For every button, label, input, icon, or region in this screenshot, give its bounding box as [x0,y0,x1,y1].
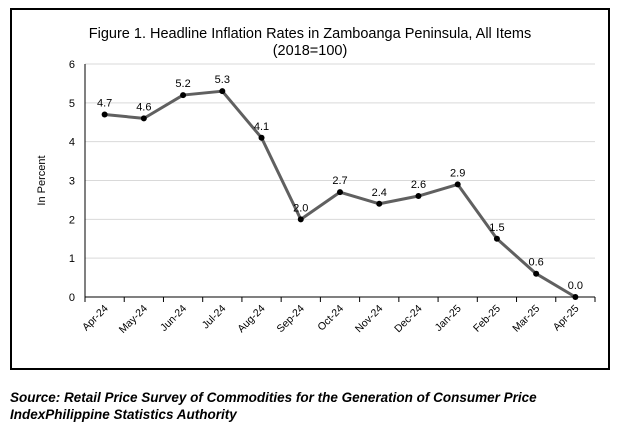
y-tick-label: 1 [69,253,75,265]
y-tick-label: 3 [69,176,75,188]
data-point [533,270,540,277]
data-point [258,134,265,141]
data-label: 0.6 [529,257,544,269]
data-label: 4.1 [254,121,269,133]
data-label: 2.7 [332,175,347,187]
data-point [415,193,422,200]
data-label: 4.6 [136,101,151,113]
y-tick-label: 0 [69,292,75,304]
x-tick-label: Jan-25 [433,303,464,334]
data-label: 0.0 [568,280,583,292]
data-point [337,189,343,196]
x-tick-label: Oct-24 [315,303,346,334]
data-point [454,181,461,188]
chart-title: Figure 1. Headline Inflation Rates in Za… [88,26,532,42]
x-tick-label: Aug-24 [235,303,268,336]
data-label: 2.4 [372,187,387,199]
data-point [219,88,226,95]
y-tick-label: 6 [69,59,75,71]
y-tick-label: 2 [69,214,75,226]
x-tick-label: May-24 [117,303,150,336]
data-label: 1.5 [489,222,504,234]
x-tick-label: Apr-24 [80,303,111,334]
x-tick-label: Mar-25 [510,303,542,335]
y-axis-title: In Percent [36,155,48,205]
data-point [180,92,187,99]
source-note-line-1: Source: Retail Price Survey of Commoditi… [10,390,537,405]
data-label: 5.2 [175,78,190,90]
data-point [376,200,383,207]
line-chart: 0 1 2 3 4 5 6 Apr-24 May-24 Jun-24 Jul-24 Aug-24 Sep… [36,59,596,336]
x-tick-label: Sep-24 [274,303,307,336]
x-tick-label: Jul-24 [200,303,229,332]
chart-subtitle: (2018=100) [272,43,348,59]
data-label: 2.9 [450,167,465,179]
data-point [101,111,108,118]
x-tick-label: Dec-24 [392,303,425,336]
data-point [140,115,147,122]
x-tick-label: Apr-25 [551,303,582,334]
data-label: 4.7 [97,97,112,109]
y-tick-label: 5 [69,98,75,110]
data-point [572,294,579,300]
data-label: 2.6 [411,179,426,191]
x-tick-label: Nov-24 [353,303,386,336]
data-label: 5.3 [215,74,230,86]
source-note-line-2: IndexPhilippine Statistics Authority [10,407,237,422]
data-point [493,235,500,242]
data-label: 2.0 [293,202,308,214]
y-tick-label: 4 [69,137,75,149]
x-tick-label: Feb-25 [471,303,503,335]
data-point [297,216,304,223]
chart-frame: Figure 1. Headline Inflation Rates in Za… [10,8,610,370]
x-tick-label: Jun-24 [158,303,189,334]
